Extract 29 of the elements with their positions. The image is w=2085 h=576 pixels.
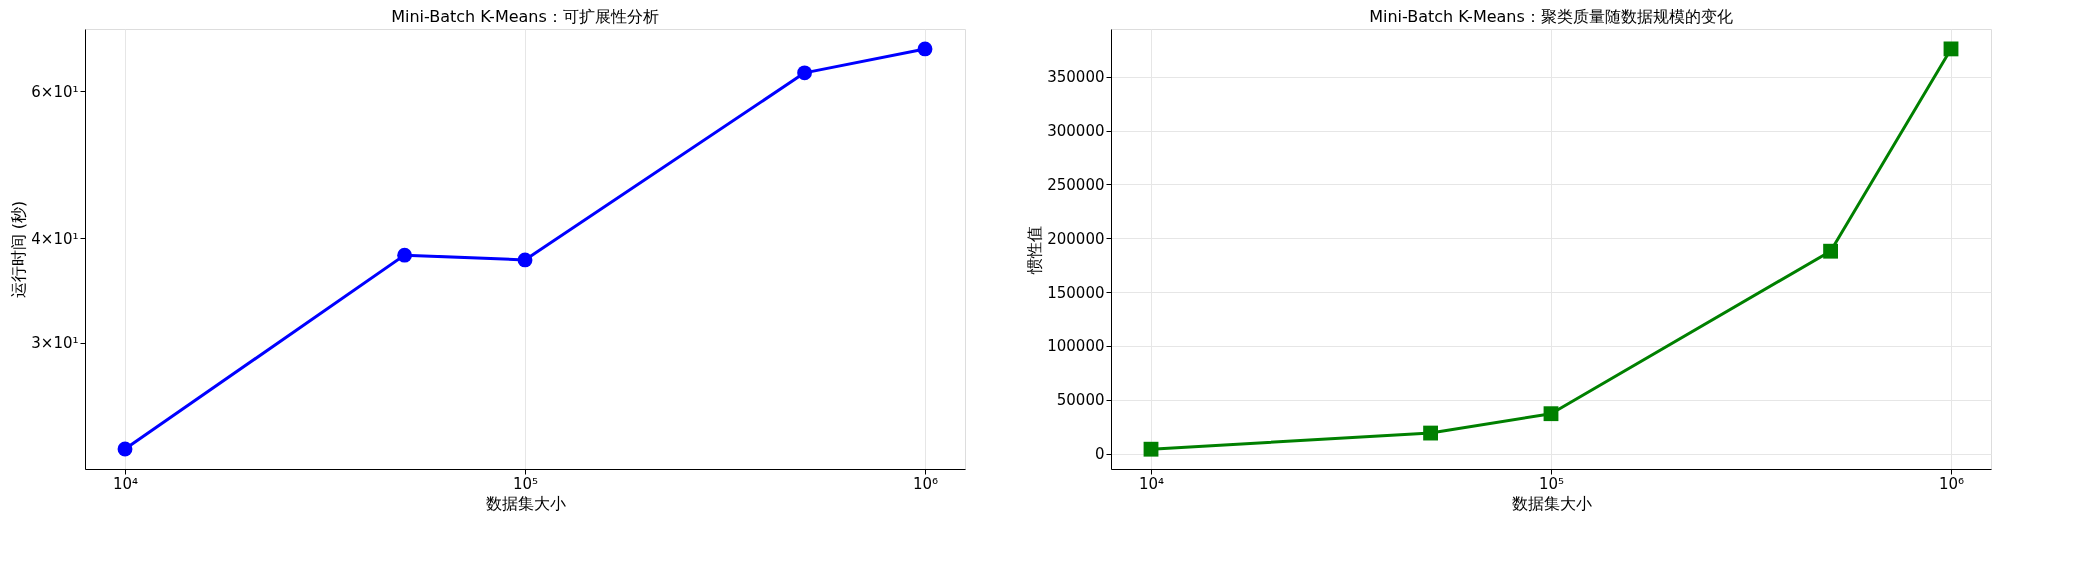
chart-title: Mini-Batch K-Means：聚类质量随数据规模的变化 [1369, 7, 1733, 26]
x-tick-label: 10⁵ [1538, 474, 1565, 493]
y-tick-label: 150000 [1047, 283, 1105, 302]
point [1543, 406, 1559, 422]
point [117, 441, 133, 457]
y-tick-label: 300000 [1047, 122, 1105, 141]
y-tick-label: 250000 [1047, 175, 1105, 194]
x-tick-label: 10⁴ [112, 474, 139, 493]
y-tick-label: 100000 [1047, 337, 1105, 356]
y-tick-label: 4×10¹ [31, 229, 79, 248]
x-axis-title: 数据集大小 [485, 493, 566, 513]
y-axis-title: 惯性值 [1025, 225, 1045, 275]
x-tick-label: 10⁴ [1138, 474, 1165, 493]
point [1143, 441, 1159, 457]
y-tick-label: 50000 [1056, 391, 1105, 410]
chart-title: Mini-Batch K-Means：可扩展性分析 [391, 7, 659, 26]
y-tick-label: 3×10¹ [31, 334, 79, 353]
point [1943, 41, 1959, 57]
x-tick-label: 10⁶ [1938, 474, 1965, 493]
x-tick-label: 10⁵ [512, 474, 539, 493]
point [517, 252, 533, 268]
y-axis-title: 运行时间 (秒) [9, 200, 29, 299]
y-tick-label: 6×10¹ [31, 82, 79, 101]
x-tick-label: 10⁶ [912, 474, 939, 493]
y-tick-label: 0 [1094, 445, 1105, 463]
y-tick-label: 200000 [1047, 229, 1105, 248]
point [917, 41, 933, 57]
y-tick-label: 350000 [1047, 68, 1105, 87]
x-axis-title: 数据集大小 [1511, 493, 1592, 513]
